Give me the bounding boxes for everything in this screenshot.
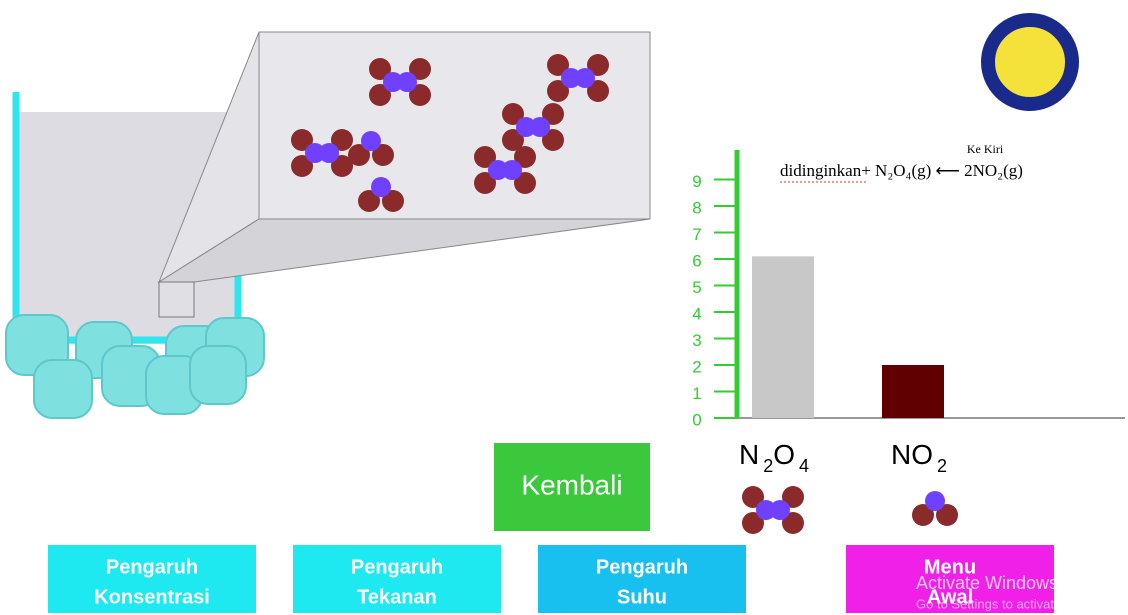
nitrogen (397, 72, 417, 92)
y-tick-label: 4 (692, 304, 701, 323)
nitrogen (575, 68, 595, 88)
oxygen (382, 190, 404, 212)
nav-button-label[interactable]: Pengaruh (106, 556, 198, 578)
nav-button[interactable] (293, 545, 501, 613)
y-tick-label: 3 (692, 331, 701, 350)
back-button-label[interactable]: Kembali (521, 469, 622, 500)
y-tick-label: 2 (692, 357, 701, 376)
oxygen (358, 190, 380, 212)
nav-button-label[interactable]: Tekanan (357, 586, 437, 608)
watermark-title: Activate Windows (916, 573, 1058, 593)
nitrogen (516, 117, 536, 137)
logo (981, 13, 1079, 111)
nitrogen (305, 143, 325, 163)
nav-button-label[interactable]: Konsentrasi (94, 586, 210, 608)
oxygen (331, 129, 353, 151)
oxygen (547, 80, 569, 102)
zoom-box (158, 281, 195, 318)
oxygen (742, 512, 764, 534)
nav-button[interactable] (538, 545, 746, 613)
category-label: NO 2 (891, 439, 947, 475)
back-button[interactable] (494, 443, 650, 531)
nav-button-label[interactable]: Pengaruh (351, 556, 443, 578)
oxygen (936, 504, 958, 526)
y-tick-label: 6 (692, 251, 701, 270)
nav-button-label[interactable]: Suhu (617, 586, 667, 608)
y-tick-label: 7 (692, 225, 701, 244)
oxygen (474, 146, 496, 168)
oxygen (587, 54, 609, 76)
oxygen (369, 58, 391, 80)
oxygen (291, 155, 313, 177)
nitrogen (319, 143, 339, 163)
oxygen (409, 58, 431, 80)
nav-button[interactable] (48, 545, 256, 613)
ice (5, 314, 265, 419)
oxygen (372, 144, 394, 166)
oxygen (782, 486, 804, 508)
nitrogen (371, 177, 391, 197)
oxygen (474, 172, 496, 194)
oxygen (542, 129, 564, 151)
oxygen (502, 103, 524, 125)
buttons: Kembali Pengaruh Konsentrasi Pengaruh Tekana… (48, 443, 1054, 613)
molecules (291, 54, 958, 534)
nav-button-label[interactable]: Menu (924, 556, 976, 578)
oxygen (502, 129, 524, 151)
nitrogen (756, 500, 776, 520)
zoom-view (258, 31, 651, 220)
y-tick-label: 1 (692, 384, 701, 403)
bar (752, 256, 814, 418)
category-label: N 2O 4 (739, 439, 809, 475)
oxygen (291, 129, 313, 151)
nitrogen (383, 72, 403, 92)
oxygen (912, 504, 934, 526)
nitrogen (925, 491, 945, 511)
oxygen (542, 103, 564, 125)
watermark-subtitle: Go to Settings to activate Windows (916, 596, 1118, 611)
oxygen (782, 512, 804, 534)
nav-button-label[interactable]: Pengaruh (596, 556, 688, 578)
bar (882, 365, 944, 418)
nitrogen (502, 160, 522, 180)
equation: didinginkan+ N₂O₄(g) ⟵ 2NO₂(g) (780, 161, 1023, 180)
oxygen (514, 146, 536, 168)
nitrogen (561, 68, 581, 88)
oxygen (547, 54, 569, 76)
arrow-label: Ke Kiri (967, 142, 1004, 156)
y-tick-label: 0 (692, 410, 701, 429)
y-tick-label: 9 (692, 172, 701, 191)
oxygen (369, 84, 391, 106)
nav-button[interactable] (846, 545, 1054, 613)
nitrogen (530, 117, 550, 137)
y-tick-label: 5 (692, 278, 701, 297)
oxygen (348, 144, 370, 166)
oxygen (409, 84, 431, 106)
nav-button-label[interactable]: Awal (927, 586, 973, 608)
oxygen (587, 80, 609, 102)
oxygen (514, 172, 536, 194)
nitrogen (770, 500, 790, 520)
chart: 0 1 2 3 4 5 6 7 8 9 N 2O 4 NO 2 (692, 150, 1125, 476)
oxygen (742, 486, 764, 508)
oxygen (331, 155, 353, 177)
nitrogen (361, 131, 381, 151)
nitrogen (488, 160, 508, 180)
y-tick-label: 8 (692, 198, 701, 217)
